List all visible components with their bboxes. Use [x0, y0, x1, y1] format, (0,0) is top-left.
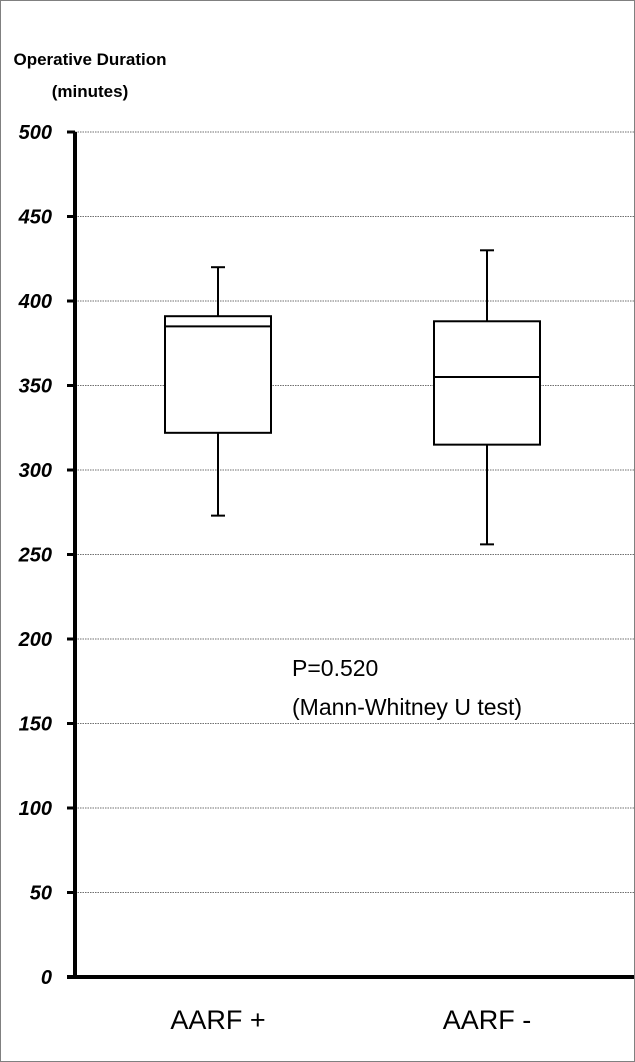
interquartile-box	[164, 315, 272, 434]
y-tick-label: 450	[18, 207, 52, 229]
y-tick-label: 150	[19, 714, 52, 736]
x-tick-label: AARF +	[170, 1005, 265, 1035]
test-annotation: P=0.520 (Mann-Whitney U test)	[292, 655, 522, 720]
y-axis-title-line-2: (minutes)	[52, 82, 129, 101]
y-tick-label: 100	[19, 798, 52, 820]
y-axis-title: Operative Duration (minutes)	[13, 50, 166, 101]
y-axis-ticks: 0 50 100 150 200 250 300 350 400 450 500	[18, 122, 75, 989]
gridlines	[75, 131, 634, 893]
x-tick-label: AARF -	[443, 1005, 532, 1035]
y-tick-label: 350	[19, 376, 52, 398]
box-series	[164, 249, 541, 546]
box-1	[164, 266, 272, 517]
y-tick-label: 200	[18, 629, 52, 651]
y-tick-label: 500	[19, 122, 52, 144]
x-axis-ticks: AARF + AARF -	[170, 1005, 531, 1035]
box-2	[433, 249, 541, 546]
y-tick-label: 0	[41, 967, 52, 989]
annotation-line-2: (Mann-Whitney U test)	[292, 694, 522, 720]
interquartile-box	[433, 320, 541, 446]
y-axis-title-line-1: Operative Duration	[13, 50, 166, 69]
y-tick-label: 50	[30, 883, 52, 905]
y-tick-label: 250	[18, 545, 52, 567]
y-tick-label: 400	[18, 291, 52, 313]
annotation-line-1: P=0.520	[292, 655, 378, 681]
y-tick-label: 300	[19, 460, 52, 482]
